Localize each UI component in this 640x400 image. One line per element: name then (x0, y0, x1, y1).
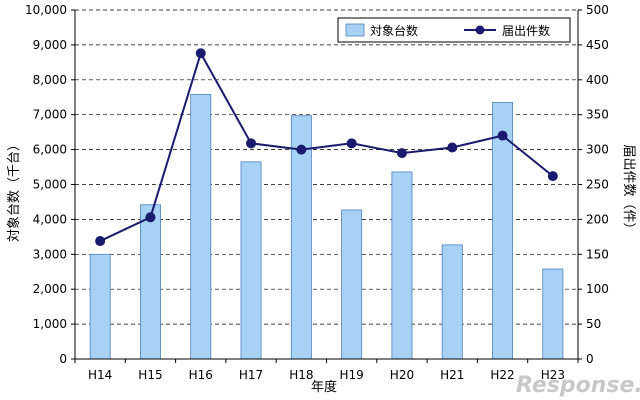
bar (139, 204, 161, 360)
bar (89, 253, 111, 360)
x-axis-ticks: H14 H15 H16 H17 H18 H19 H20 H21 H22 H23 (74, 359, 579, 382)
right-tick-label: 250 (586, 178, 609, 192)
line-point (296, 144, 307, 155)
x-tick-label: H19 (340, 368, 364, 382)
right-tick-label: 400 (586, 73, 609, 87)
x-tick-label: H23 (541, 368, 565, 382)
left-axis-ticks: 0 1,000 2,000 3,000 4,000 5,000 6,000 7,000 8,00… (25, 3, 75, 366)
right-tick-label: 150 (586, 247, 609, 261)
left-tick-label: 2,000 (33, 282, 67, 296)
right-tick-label: 100 (586, 282, 609, 296)
bar (240, 161, 262, 360)
line-point (547, 171, 558, 182)
left-tick-label: 9,000 (33, 38, 67, 52)
legend-label-line: 届出件数 (502, 23, 550, 38)
left-tick-label: 1,000 (33, 317, 67, 331)
x-tick-label: H21 (440, 368, 464, 382)
line-point (497, 130, 508, 141)
right-tick-label: 200 (586, 212, 609, 226)
legend-box (337, 17, 571, 43)
legend-marker-icon (475, 25, 485, 35)
watermark-logo: Response. (516, 373, 640, 398)
legend-bar-swatch (345, 23, 365, 37)
right-axis-ticks: 0 50 100 150 200 250 300 350 400 450 500 (578, 3, 609, 366)
line-series (95, 48, 558, 247)
right-tick-label: 0 (586, 352, 594, 366)
bar (190, 94, 212, 360)
line-point (95, 236, 106, 247)
bar (341, 209, 363, 360)
left-axis-title: 対象台数（千台） (7, 138, 22, 242)
line-point (396, 148, 407, 159)
x-tick-label: H16 (189, 368, 213, 382)
line-point (195, 48, 206, 59)
left-tick-label: 5,000 (33, 178, 67, 192)
right-tick-label: 300 (586, 143, 609, 157)
bar (542, 268, 564, 360)
x-tick-label: H17 (239, 368, 263, 382)
right-tick-label: 50 (586, 317, 601, 331)
right-tick-label: 450 (586, 38, 609, 52)
bar (391, 171, 413, 360)
left-tick-label: 10,000 (25, 3, 67, 17)
left-tick-label: 8,000 (33, 73, 67, 87)
x-tick-label: H14 (88, 368, 112, 382)
line-point (346, 138, 357, 149)
line-point (447, 142, 458, 153)
x-tick-label: H15 (138, 368, 162, 382)
x-tick-label: H22 (490, 368, 514, 382)
bar (441, 244, 463, 360)
line-point (246, 138, 257, 149)
right-tick-label: 500 (586, 3, 609, 17)
left-tick-label: 3,000 (33, 247, 67, 261)
line-point (145, 212, 156, 223)
legend: 対象台数 届出件数 (337, 17, 571, 43)
left-tick-label: 4,000 (33, 212, 67, 226)
series-line (99, 50, 554, 242)
bar-series (89, 94, 564, 360)
x-tick-label: H18 (289, 368, 313, 382)
left-tick-label: 7,000 (33, 108, 67, 122)
x-tick-label: H20 (390, 368, 414, 382)
right-axis-title: 届出件数（件） (621, 144, 636, 235)
right-tick-label: 350 (586, 108, 609, 122)
legend-label-bar: 対象台数 (370, 23, 418, 38)
x-axis-title: 年度 (311, 379, 337, 395)
left-tick-label: 6,000 (33, 143, 67, 157)
left-tick-label: 0 (59, 352, 67, 366)
